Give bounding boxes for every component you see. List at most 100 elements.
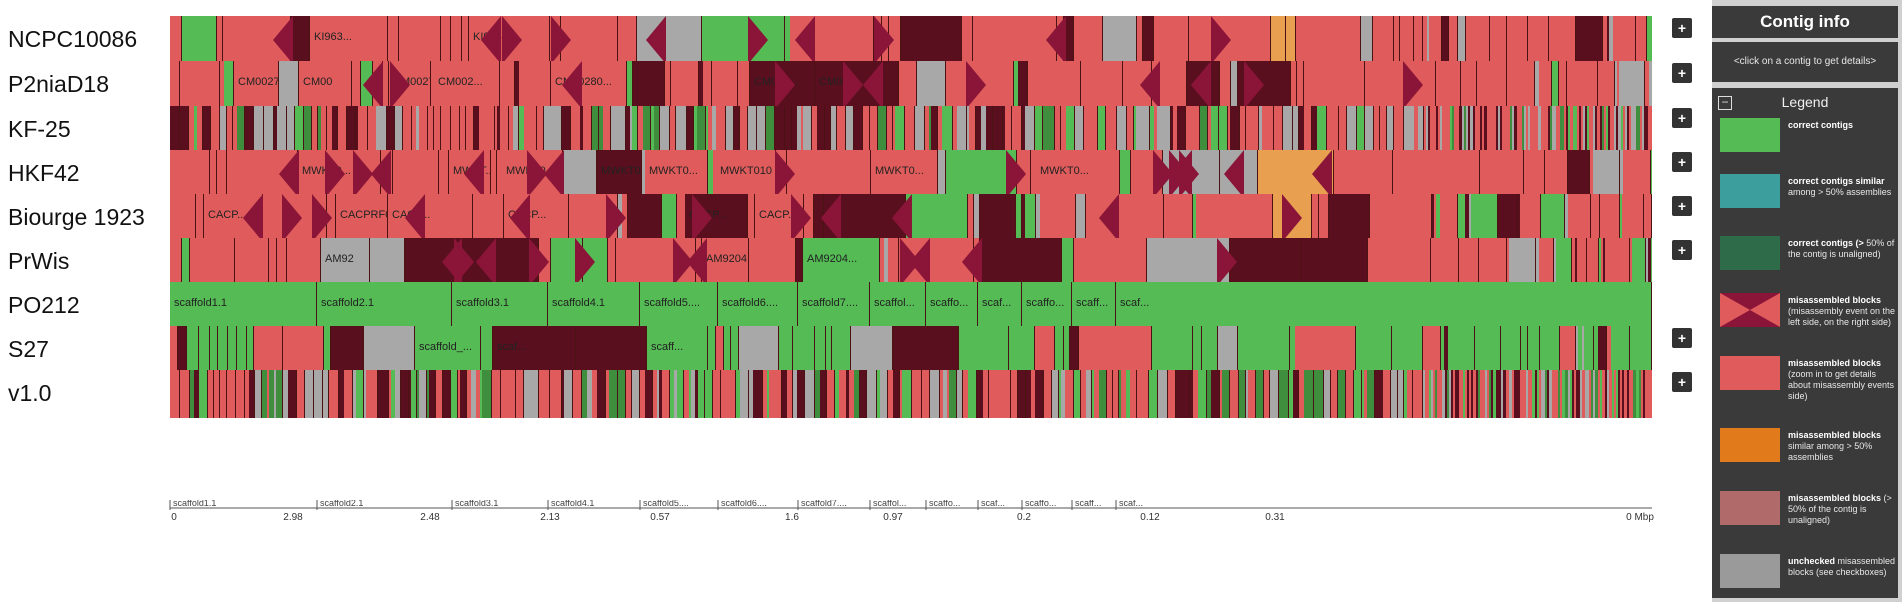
contig-block[interactable] (1442, 16, 1449, 64)
contig-block[interactable] (1183, 370, 1190, 418)
contig-block[interactable] (893, 106, 895, 154)
contig-block[interactable] (763, 370, 767, 418)
contig-track[interactable]: CM00279...CM00CM00279...CM002...CM00280.… (170, 61, 1652, 109)
contig-block[interactable] (1360, 326, 1392, 374)
contig-block[interactable] (1435, 370, 1437, 418)
contig-block[interactable] (528, 106, 537, 154)
contig-block[interactable] (1554, 238, 1556, 286)
contig-block[interactable] (1270, 370, 1279, 418)
contig-block[interactable] (1552, 370, 1554, 418)
contig-block[interactable] (1304, 106, 1312, 154)
contig-block[interactable] (1477, 61, 1479, 109)
contig-block[interactable] (170, 61, 180, 109)
contig-block[interactable] (1220, 61, 1231, 109)
contig-block[interactable] (1394, 106, 1397, 154)
contig-block[interactable] (1196, 194, 1273, 242)
contig-block[interactable] (1514, 106, 1517, 154)
contig-block[interactable]: scaf... (1116, 282, 1652, 330)
contig-block[interactable] (1018, 61, 1028, 109)
contig-block[interactable] (749, 238, 796, 286)
contig-block[interactable] (1650, 106, 1652, 154)
contig-block[interactable] (953, 106, 957, 154)
contig-block[interactable] (1607, 326, 1609, 374)
contig-block[interactable] (1579, 106, 1581, 154)
contig-block[interactable] (703, 61, 712, 109)
contig-block[interactable] (1427, 16, 1429, 64)
contig-block[interactable] (1220, 370, 1222, 418)
contig-block[interactable] (1597, 106, 1600, 154)
contig-block[interactable] (1646, 106, 1648, 154)
contig-block[interactable] (1648, 106, 1650, 154)
contig-block[interactable] (587, 370, 592, 418)
contig-block[interactable] (358, 106, 368, 154)
contig-block[interactable] (1361, 16, 1373, 64)
contig-block[interactable] (332, 106, 338, 154)
contig-block[interactable] (1108, 106, 1110, 154)
contig-block[interactable] (1484, 150, 1486, 198)
contig-block[interactable] (1512, 370, 1514, 418)
contig-block[interactable] (712, 106, 716, 154)
contig-block[interactable] (787, 150, 871, 198)
contig-block[interactable] (734, 106, 740, 154)
contig-block[interactable] (333, 370, 339, 418)
contig-block[interactable] (592, 370, 597, 418)
contig-block[interactable] (889, 16, 901, 64)
contig-block[interactable] (1520, 370, 1522, 418)
contig-block[interactable] (194, 106, 197, 154)
contig-block[interactable] (1585, 370, 1587, 418)
contig-block[interactable] (575, 106, 580, 154)
contig-block[interactable] (369, 370, 378, 418)
contig-block[interactable] (189, 106, 194, 154)
contig-block[interactable] (1537, 61, 1539, 109)
contig-block[interactable] (1503, 326, 1521, 374)
contig-block[interactable] (1530, 370, 1532, 418)
contig-block[interactable] (1433, 370, 1435, 418)
contig-block[interactable] (893, 326, 959, 374)
contig-block[interactable] (583, 106, 586, 154)
contig-block[interactable] (895, 106, 905, 154)
contig-block[interactable] (796, 238, 803, 286)
contig-block[interactable] (1461, 370, 1463, 418)
contig-block[interactable] (1086, 194, 1164, 242)
contig-block[interactable] (1309, 61, 1313, 109)
contig-block[interactable] (654, 106, 660, 154)
contig-block[interactable] (1449, 16, 1451, 64)
contig-block[interactable] (1461, 194, 1465, 242)
contig-block[interactable] (1644, 194, 1652, 242)
contig-block[interactable]: CACPRF0... (336, 194, 388, 242)
contig-block[interactable] (576, 326, 647, 374)
contig-block[interactable] (283, 370, 288, 418)
contig-block[interactable] (1607, 238, 1630, 286)
contig-block[interactable] (678, 106, 687, 154)
contig-block[interactable] (364, 370, 366, 418)
contig-block[interactable] (324, 326, 331, 374)
contig-block[interactable] (1600, 194, 1602, 242)
contig-block[interactable] (1514, 370, 1517, 418)
contig-block[interactable] (1427, 370, 1429, 418)
contig-block[interactable] (1565, 194, 1568, 242)
contig-block[interactable]: MWKT010 (716, 150, 776, 198)
contig-block[interactable] (677, 194, 682, 242)
contig-block[interactable] (1560, 106, 1562, 154)
contig-block[interactable] (1370, 194, 1432, 242)
contig-block[interactable] (1627, 106, 1629, 154)
contig-block[interactable] (1046, 106, 1055, 154)
contig-block[interactable] (708, 150, 713, 198)
contig-block[interactable] (721, 370, 726, 418)
contig-block[interactable] (1466, 16, 1490, 64)
contig-block[interactable] (1607, 16, 1609, 64)
contig-block[interactable] (391, 370, 395, 418)
contig-block[interactable] (1573, 106, 1575, 154)
contig-block[interactable] (196, 194, 204, 242)
contig-block[interactable] (1012, 106, 1022, 154)
contig-block[interactable] (938, 106, 942, 154)
contig-block[interactable] (867, 370, 877, 418)
contig-block[interactable] (1618, 370, 1620, 418)
contig-block[interactable] (1193, 326, 1202, 374)
contig-block[interactable] (431, 61, 434, 109)
contig-block[interactable] (1394, 16, 1400, 64)
contig-block[interactable] (1636, 370, 1639, 418)
contig-block[interactable] (1222, 370, 1230, 418)
contig-track[interactable]: scaffold_... scaf... scaff... (170, 326, 1652, 374)
contig-block[interactable] (1127, 106, 1134, 154)
